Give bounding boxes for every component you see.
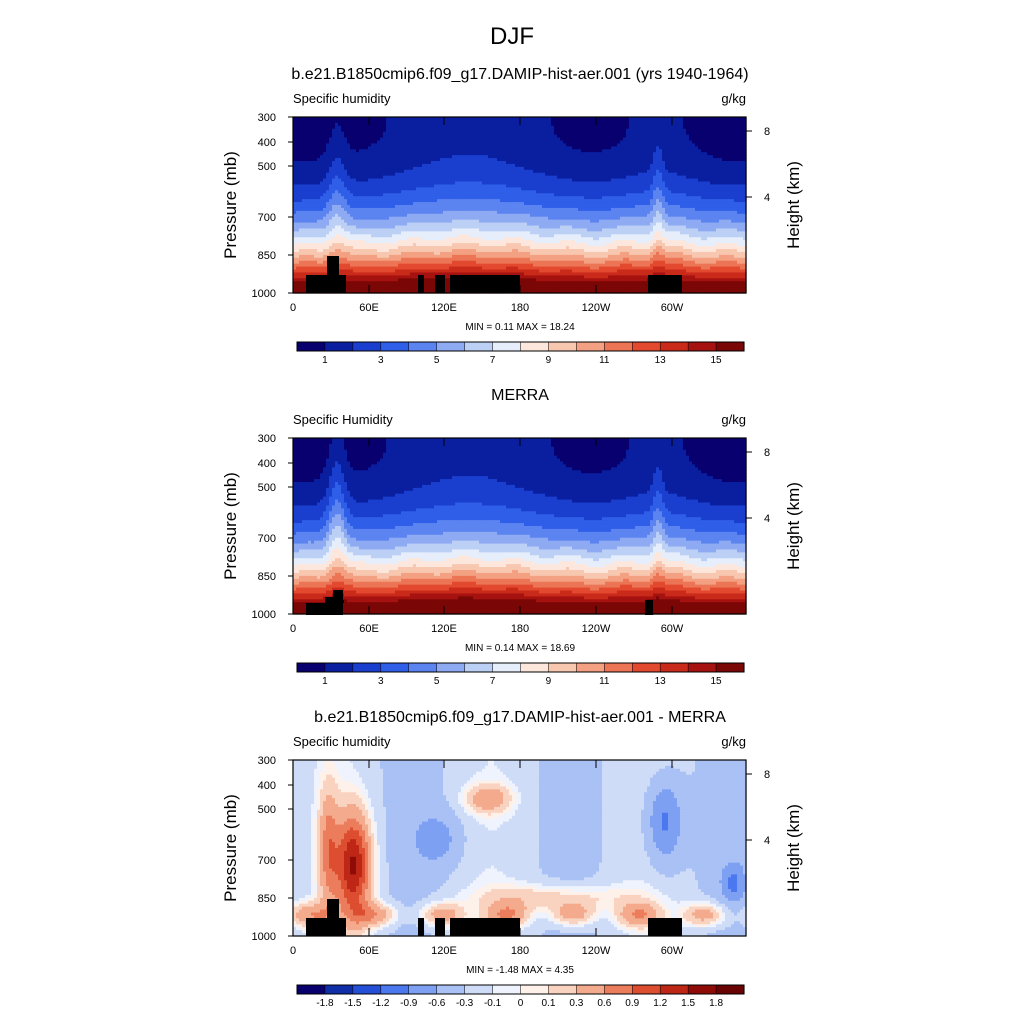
heatmap-field	[293, 117, 747, 294]
panels: b.e21.B1850cmip6.f09_g17.DAMIP-hist-aer.…	[221, 66, 803, 1009]
chart-title: b.e21.B1850cmip6.f09_g17.DAMIP-hist-aer.…	[291, 66, 748, 83]
page-title: DJF	[490, 23, 534, 50]
variable-label: Specific humidity	[293, 91, 391, 106]
chart-panel-1: b.e21.B1850cmip6.f09_g17.DAMIP-hist-aer.…	[221, 66, 803, 366]
units-label: g/kg	[721, 91, 746, 106]
